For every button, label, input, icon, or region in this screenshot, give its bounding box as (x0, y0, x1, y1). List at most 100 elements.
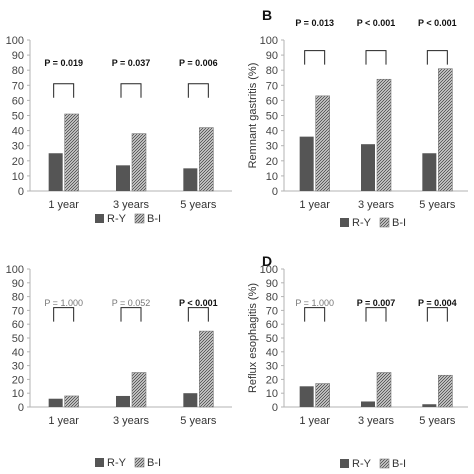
y-tick-label: 80 (266, 65, 278, 77)
bar-ry-1 (299, 386, 314, 407)
p-value-label-1: P = 1.000 (44, 298, 83, 308)
y-tick-label: 40 (12, 347, 24, 359)
legend-label-bi: B-I (147, 213, 161, 225)
bar-bi-1 (315, 383, 330, 408)
legend-label-ry: R-Y (107, 457, 127, 469)
legend-swatch-ry (95, 458, 104, 467)
bar-bi-3 (438, 68, 453, 192)
legend-label-ry: R-Y (352, 458, 372, 470)
legend-label-ry: R-Y (352, 217, 372, 229)
significance-bracket-2 (365, 50, 387, 65)
x-tick-label-3: 5 years (180, 415, 217, 427)
y-tick-label: 50 (12, 111, 24, 123)
bar-bi-1 (64, 395, 79, 408)
chart-panel-2: B 0 10 20 30 40 50 60 70 80 90 100 Remnant gastritis… (247, 7, 468, 229)
legend-swatch-ry (340, 459, 349, 468)
significance-bracket-2 (365, 307, 387, 322)
y-tick-label: 70 (12, 80, 24, 92)
p-value-label-3: P < 0.001 (179, 298, 218, 308)
p-value-label-1: P = 0.019 (44, 58, 83, 68)
x-tick-label-1: 1 year (48, 415, 79, 427)
legend-swatch-ry (95, 214, 104, 223)
x-tick-label-1: 1 year (48, 199, 79, 211)
y-tick-label: 70 (12, 305, 24, 317)
y-tick-label: 90 (12, 278, 24, 290)
significance-bracket-3 (426, 50, 448, 65)
x-tick-label-2: 3 years (358, 415, 395, 427)
p-value-label-1: P = 1.000 (295, 298, 334, 308)
bar-ry-3 (422, 404, 437, 407)
significance-bracket-1 (53, 307, 75, 322)
significance-bracket-2 (120, 83, 142, 98)
legend-label-bi: B-I (147, 457, 161, 469)
y-tick-label: 30 (12, 361, 24, 373)
bar-ry-3 (422, 153, 437, 191)
bar-bi-3 (199, 127, 214, 192)
panel-label: B (262, 7, 272, 23)
bar-ry-3 (183, 393, 198, 407)
x-tick-label-3: 5 years (419, 199, 456, 211)
y-tick-label: 90 (266, 50, 278, 62)
y-tick-label: 100 (260, 264, 278, 276)
y-tick-label: 100 (260, 35, 278, 47)
bar-bi-2 (376, 372, 392, 408)
x-tick-label-3: 5 years (180, 199, 217, 211)
bar-ry-1 (48, 398, 63, 407)
y-tick-label: 30 (266, 361, 278, 373)
legend: R-Y B-I (340, 217, 406, 229)
bar-bi-1 (64, 113, 79, 192)
legend-label-bi: B-I (392, 217, 406, 229)
p-value-label-3: P = 0.004 (418, 298, 457, 308)
y-tick-label: 40 (266, 126, 278, 138)
y-tick-label: 60 (12, 319, 24, 331)
bar-bi-3 (438, 374, 453, 408)
legend-swatch-bi (134, 457, 145, 468)
x-tick-label-3: 5 years (419, 415, 456, 427)
bar-bi-1 (315, 95, 330, 192)
significance-bracket-3 (187, 307, 209, 322)
y-axis-title: Reflux esophagitis (%) (247, 283, 259, 393)
y-tick-label: 50 (266, 111, 278, 123)
x-tick-label-2: 3 years (113, 199, 150, 211)
p-value-label-2: P < 0.001 (357, 18, 396, 28)
legend-swatch-bi (379, 217, 390, 228)
y-tick-label: 20 (266, 156, 278, 168)
y-tick-label: 80 (12, 292, 24, 304)
panel-label: D (262, 253, 272, 269)
y-tick-label: 10 (266, 171, 278, 183)
y-tick-label: 30 (12, 141, 24, 153)
y-tick-label: 80 (266, 292, 278, 304)
x-tick-label-2: 3 years (113, 415, 150, 427)
bar-bi-2 (131, 372, 147, 408)
bar-ry-3 (183, 168, 198, 191)
y-tick-label: 90 (12, 50, 24, 62)
significance-bracket-1 (304, 50, 326, 65)
y-tick-label: 60 (266, 95, 278, 107)
y-tick-label: 10 (266, 388, 278, 400)
significance-bracket-3 (426, 307, 448, 322)
y-tick-label: 0 (18, 186, 24, 198)
p-value-label-3: P < 0.001 (418, 18, 457, 28)
bar-ry-2 (116, 395, 130, 407)
y-tick-label: 30 (266, 141, 278, 153)
legend-swatch-bi (134, 213, 145, 224)
y-tick-label: 80 (12, 65, 24, 77)
y-tick-label: 100 (6, 35, 24, 47)
legend: R-Y B-I (340, 458, 406, 470)
significance-bracket-3 (187, 83, 209, 98)
significance-bracket-1 (304, 307, 326, 322)
bar-ry-1 (48, 153, 63, 191)
legend-label-bi: B-I (392, 458, 406, 470)
legend-swatch-ry (340, 218, 349, 227)
legend: R-Y B-I (95, 457, 161, 469)
p-value-label-2: P = 0.007 (357, 298, 396, 308)
y-tick-label: 20 (12, 374, 24, 386)
p-value-label-2: P = 0.052 (112, 298, 151, 308)
legend: R-Y B-I (95, 213, 161, 225)
x-tick-label-1: 1 year (299, 415, 330, 427)
y-tick-label: 40 (12, 126, 24, 138)
y-tick-label: 70 (266, 305, 278, 317)
